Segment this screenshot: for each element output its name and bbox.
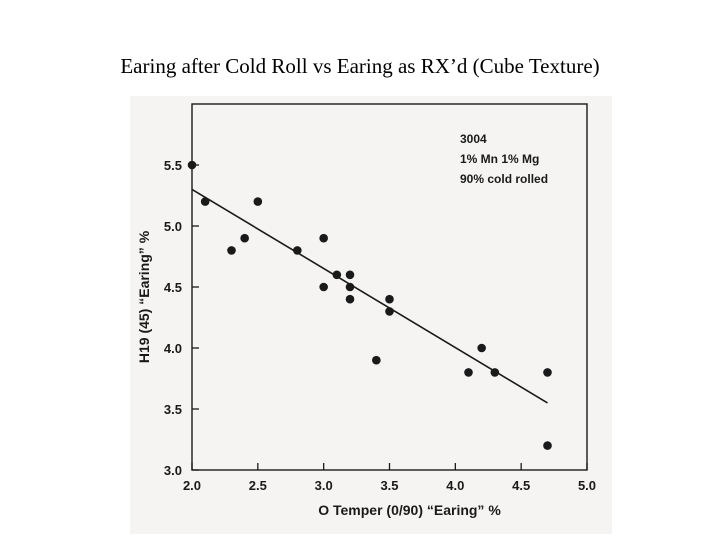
data-point (319, 282, 328, 292)
data-point (372, 355, 381, 365)
data-point (543, 441, 552, 450)
data-point (464, 368, 473, 377)
y-tick-label: 4.0 (164, 341, 182, 356)
x-tick-label: 2.5 (249, 478, 267, 493)
y-tick-label: 3.5 (164, 402, 182, 417)
x-axis-title: O Temper (0/90) “Earing” % (318, 502, 501, 518)
x-tick-label: 2.0 (183, 478, 201, 493)
data-point (345, 294, 355, 304)
data-point (345, 270, 355, 280)
y-tick-label: 5.5 (164, 158, 182, 173)
data-point (490, 368, 500, 377)
data-point (227, 246, 236, 255)
y-tick-label: 5.0 (164, 219, 182, 234)
annotation-line: 3004 (460, 132, 487, 146)
scatter-chart: 2.0 2.5 3.0 3.5 4.0 4.5 5.0 3.0 3.5 4.0 4.5 5.0 5.5 O… (136, 103, 596, 518)
data-point (187, 160, 197, 170)
data-point (385, 307, 394, 316)
fit-line (191, 188, 548, 404)
data-point (319, 233, 328, 243)
x-tick-label: 4.0 (446, 478, 464, 493)
data-point (253, 197, 263, 206)
data-point (240, 233, 249, 243)
y-tick-label: 4.5 (164, 280, 182, 295)
data-point (345, 282, 355, 292)
x-tick-label: 4.5 (512, 478, 530, 493)
data-point (293, 246, 302, 255)
data-point (477, 343, 486, 353)
data-point (200, 197, 210, 206)
y-axis-title: H19 (45) “Earing” % (136, 230, 152, 363)
x-tick-label: 3.0 (315, 478, 333, 493)
annotation-line: 90% cold rolled (460, 172, 548, 186)
slide-title: Earing after Cold Roll vs Earing as RX’d… (120, 54, 600, 78)
data-point (385, 294, 394, 304)
chart-image: 2.0 2.5 3.0 3.5 4.0 4.5 5.0 3.0 3.5 4.0 4.5 5.0 5.5 O… (130, 96, 612, 534)
data-point (543, 368, 552, 377)
y-tick-label: 3.0 (164, 463, 182, 478)
x-tick-label: 5.0 (578, 478, 596, 493)
annotation-line: 1% Mn 1% Mg (460, 152, 539, 166)
data-point (332, 270, 342, 280)
x-tick-label: 3.5 (380, 478, 398, 493)
